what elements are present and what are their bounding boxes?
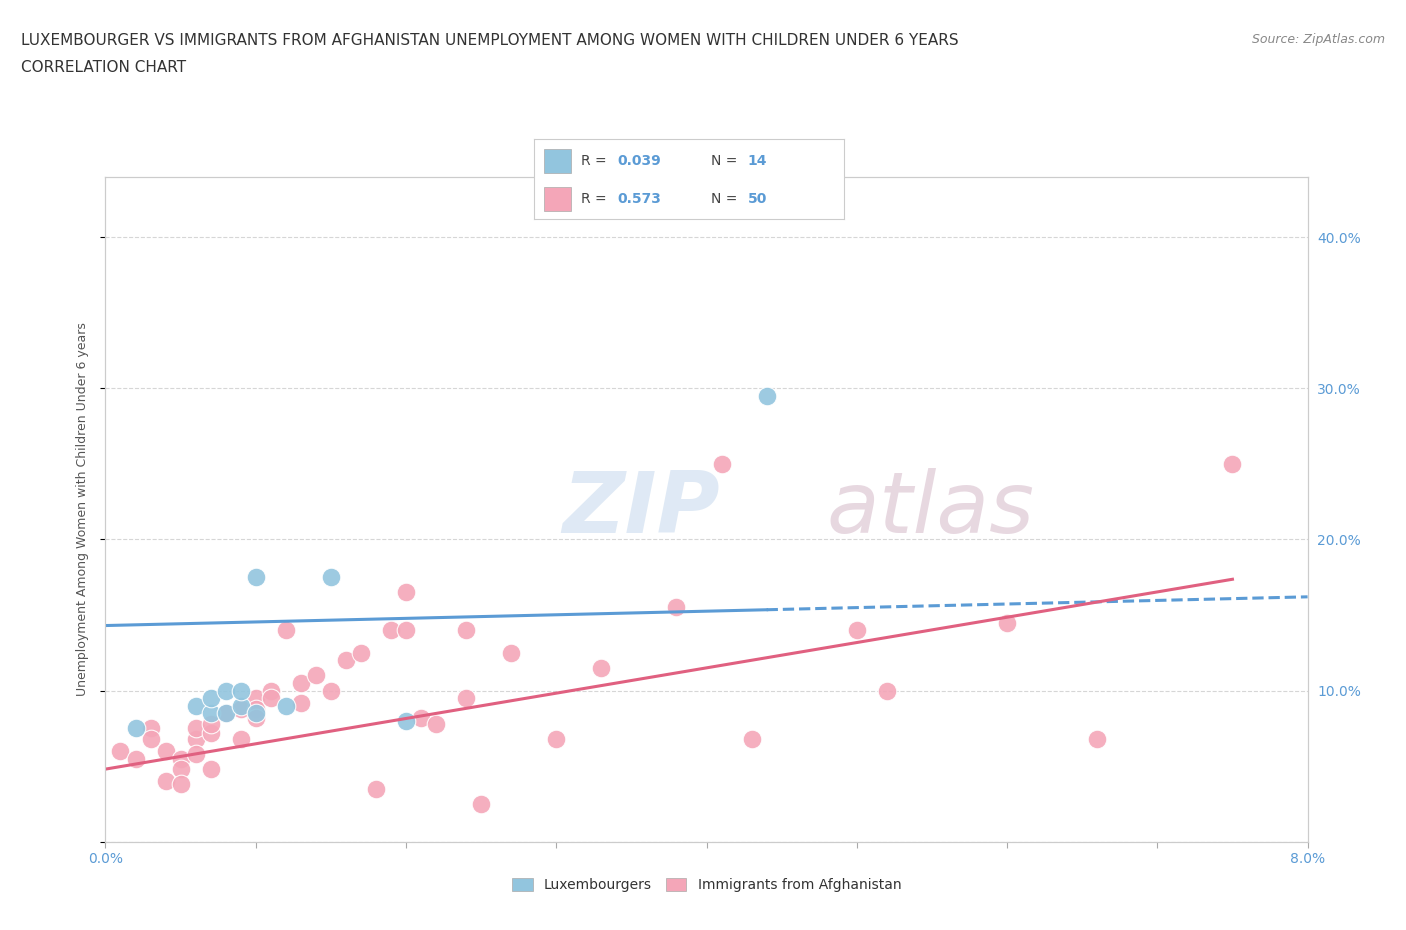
Text: N =: N = xyxy=(710,192,741,206)
Point xyxy=(229,731,252,746)
Text: 50: 50 xyxy=(748,192,768,206)
Point xyxy=(200,716,222,731)
Point xyxy=(245,691,267,706)
Text: 0.573: 0.573 xyxy=(617,192,662,206)
Point xyxy=(169,777,191,791)
Point xyxy=(139,731,162,746)
Point xyxy=(755,389,778,404)
Point xyxy=(454,623,477,638)
Point xyxy=(395,623,418,638)
Point xyxy=(470,796,492,811)
Point xyxy=(501,645,523,660)
Text: Source: ZipAtlas.com: Source: ZipAtlas.com xyxy=(1251,33,1385,46)
Point xyxy=(274,698,297,713)
Text: 14: 14 xyxy=(748,153,768,167)
Point xyxy=(214,706,236,721)
Point xyxy=(155,774,177,789)
Point xyxy=(395,713,418,728)
Point xyxy=(1222,457,1244,472)
Point xyxy=(876,683,898,698)
Point xyxy=(260,691,283,706)
Point xyxy=(290,696,312,711)
Point xyxy=(350,645,373,660)
Point xyxy=(274,623,297,638)
Point xyxy=(305,668,328,683)
Point xyxy=(710,457,733,472)
Point xyxy=(380,623,402,638)
Point xyxy=(110,744,132,759)
Point xyxy=(184,698,207,713)
Point xyxy=(364,781,387,796)
Point xyxy=(245,711,267,725)
Y-axis label: Unemployment Among Women with Children Under 6 years: Unemployment Among Women with Children U… xyxy=(76,322,89,697)
Point xyxy=(409,711,432,725)
Point xyxy=(124,721,146,736)
Point xyxy=(200,706,222,721)
Point xyxy=(124,751,146,766)
Point xyxy=(319,683,342,698)
Text: R =: R = xyxy=(581,153,610,167)
Point xyxy=(200,762,222,777)
Point xyxy=(245,701,267,716)
Point xyxy=(741,731,763,746)
Text: atlas: atlas xyxy=(827,468,1035,551)
Point xyxy=(425,716,447,731)
Text: N =: N = xyxy=(710,153,741,167)
Point xyxy=(845,623,868,638)
Point xyxy=(169,762,191,777)
Point xyxy=(245,706,267,721)
Point xyxy=(395,585,418,600)
Point xyxy=(260,683,283,698)
Point xyxy=(184,721,207,736)
Point xyxy=(1085,731,1108,746)
Point xyxy=(229,683,252,698)
FancyBboxPatch shape xyxy=(544,149,571,173)
Point xyxy=(335,653,357,668)
Point xyxy=(995,615,1018,630)
Point xyxy=(319,570,342,585)
Legend: Luxembourgers, Immigrants from Afghanistan: Luxembourgers, Immigrants from Afghanist… xyxy=(506,872,907,897)
Point xyxy=(200,725,222,740)
Point xyxy=(229,698,252,713)
Point xyxy=(665,600,688,615)
Point xyxy=(591,660,613,675)
Point xyxy=(214,706,236,721)
Point xyxy=(546,731,568,746)
Text: ZIP: ZIP xyxy=(562,468,720,551)
Text: R =: R = xyxy=(581,192,610,206)
FancyBboxPatch shape xyxy=(544,187,571,211)
Point xyxy=(139,721,162,736)
Point xyxy=(229,701,252,716)
Point xyxy=(290,675,312,690)
Point xyxy=(245,570,267,585)
Text: 0.039: 0.039 xyxy=(617,153,662,167)
Point xyxy=(200,691,222,706)
Point xyxy=(169,751,191,766)
Text: LUXEMBOURGER VS IMMIGRANTS FROM AFGHANISTAN UNEMPLOYMENT AMONG WOMEN WITH CHILDR: LUXEMBOURGER VS IMMIGRANTS FROM AFGHANIS… xyxy=(21,33,959,47)
Point xyxy=(155,744,177,759)
Text: CORRELATION CHART: CORRELATION CHART xyxy=(21,60,186,75)
Point xyxy=(214,683,236,698)
Point xyxy=(184,731,207,746)
Point xyxy=(184,747,207,762)
Point xyxy=(454,691,477,706)
